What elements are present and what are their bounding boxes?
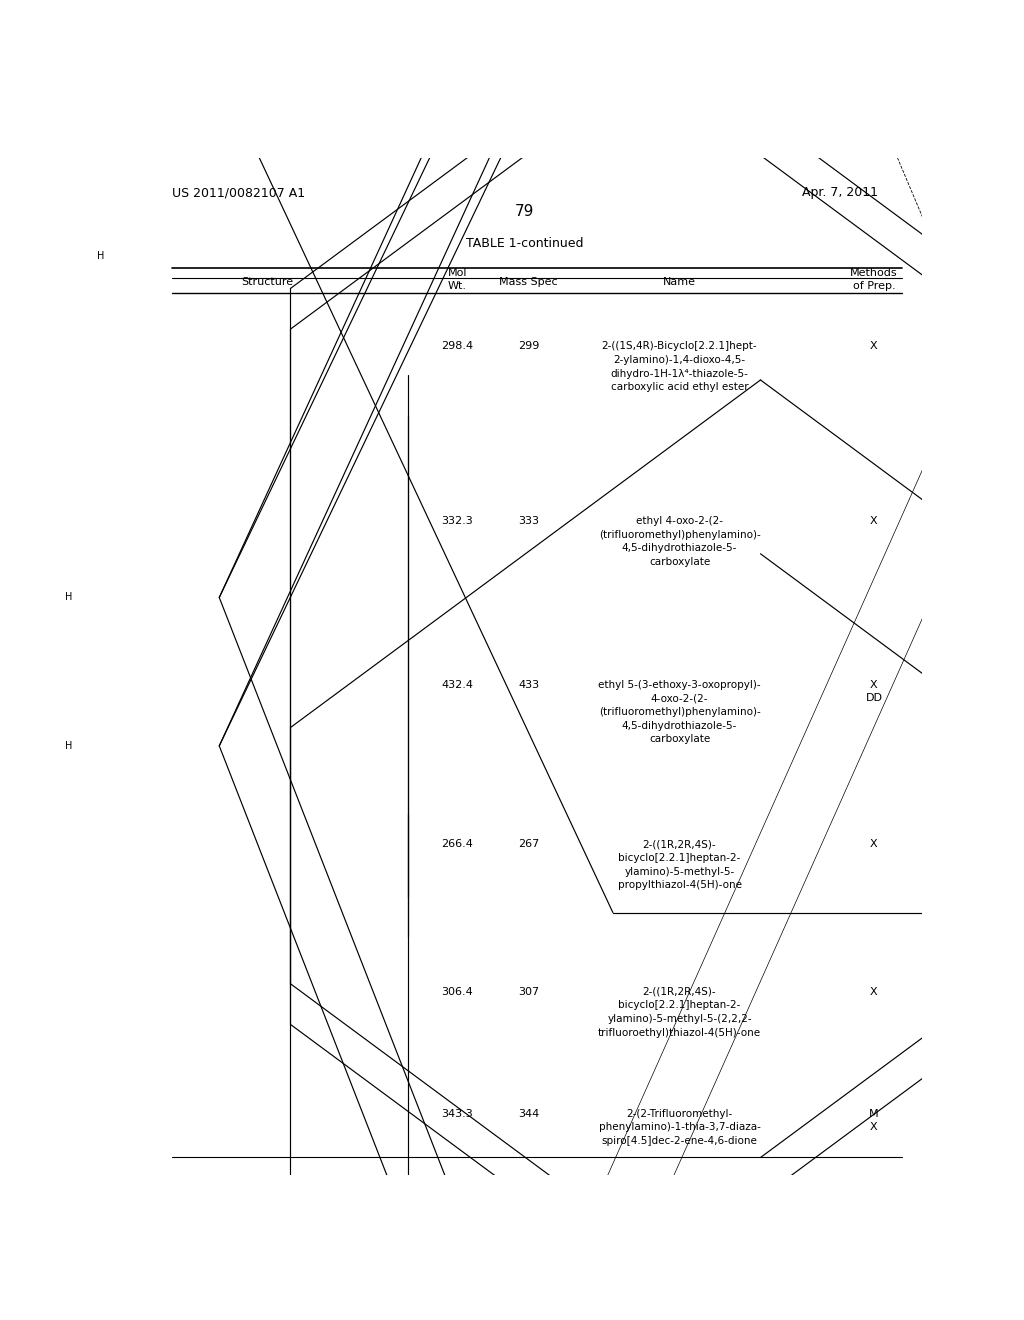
Text: ethyl 4-oxo-2-(2-
(trifluoromethyl)phenylamino)-
4,5-dihydrothiazole-5-
carboxyl: ethyl 4-oxo-2-(2- (trifluoromethyl)pheny… — [599, 516, 761, 568]
Text: Mass Spec: Mass Spec — [500, 277, 558, 288]
Text: Mol
Wt.: Mol Wt. — [447, 268, 467, 290]
Text: H: H — [65, 593, 72, 602]
Text: H: H — [65, 741, 72, 751]
Text: Apr. 7, 2011: Apr. 7, 2011 — [802, 186, 878, 199]
Text: X: X — [870, 987, 878, 997]
Text: H: H — [96, 251, 103, 261]
Text: 267: 267 — [518, 840, 540, 849]
Text: 2-((1R,2R,4S)-
bicyclo[2.2.1]heptan-2-
ylamino)-5-methyl-5-
propylthiazol-4(5H)-: 2-((1R,2R,4S)- bicyclo[2.2.1]heptan-2- y… — [617, 840, 741, 890]
Text: 299: 299 — [518, 342, 540, 351]
Text: M
X: M X — [869, 1109, 879, 1133]
Text: 298.4: 298.4 — [441, 342, 473, 351]
Text: 432.4: 432.4 — [441, 680, 473, 690]
Text: 2-((1R,2R,4S)-
bicyclo[2.2.1]heptan-2-
ylamino)-5-methyl-5-(2,2,2-
trifluoroethy: 2-((1R,2R,4S)- bicyclo[2.2.1]heptan-2- y… — [598, 987, 761, 1038]
Text: ethyl 5-(3-ethoxy-3-oxopropyl)-
4-oxo-2-(2-
(trifluoromethyl)phenylamino)-
4,5-d: ethyl 5-(3-ethoxy-3-oxopropyl)- 4-oxo-2-… — [598, 680, 761, 744]
Text: 332.3: 332.3 — [441, 516, 473, 527]
Text: X: X — [870, 516, 878, 527]
Text: TABLE 1-continued: TABLE 1-continued — [466, 238, 584, 251]
Text: 306.4: 306.4 — [441, 987, 473, 997]
Text: 433: 433 — [518, 680, 540, 690]
Text: X: X — [870, 840, 878, 849]
Text: 266.4: 266.4 — [441, 840, 473, 849]
Text: US 2011/0082107 A1: US 2011/0082107 A1 — [172, 186, 305, 199]
Text: 79: 79 — [515, 203, 535, 219]
Text: 333: 333 — [518, 516, 540, 527]
Text: 343.3: 343.3 — [441, 1109, 473, 1119]
Text: Name: Name — [664, 277, 696, 288]
Text: 307: 307 — [518, 987, 540, 997]
Text: X
DD: X DD — [865, 680, 883, 704]
Text: 344: 344 — [518, 1109, 540, 1119]
Text: 2-(2-Trifluoromethyl-
phenylamino)-1-thia-3,7-diaza-
spiro[4.5]dec-2-ene-4,6-dio: 2-(2-Trifluoromethyl- phenylamino)-1-thi… — [599, 1109, 761, 1146]
Text: 2-((1S,4R)-Bicyclo[2.2.1]hept-
2-ylamino)-1,4-dioxo-4,5-
dihydro-1H-1λ⁴-thiazole: 2-((1S,4R)-Bicyclo[2.2.1]hept- 2-ylamino… — [602, 342, 758, 392]
Text: X: X — [870, 342, 878, 351]
Text: Structure: Structure — [241, 277, 293, 288]
Text: Methods
of Prep.: Methods of Prep. — [850, 268, 898, 290]
